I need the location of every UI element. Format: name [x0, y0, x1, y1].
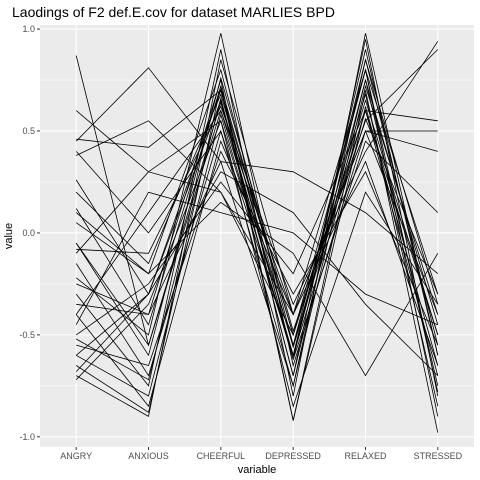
series-line [75, 86, 439, 413]
x-tick-label: RELAXED [344, 451, 387, 461]
y-tick-label: 0.5 [22, 126, 35, 136]
series-line [75, 33, 439, 368]
series-line [76, 161, 439, 315]
series-line [75, 59, 439, 388]
series-line [75, 58, 439, 377]
y-axis: -1.0 -0.5 0.0 0.5 1.0 [19, 24, 40, 442]
y-tick-label: 1.0 [22, 24, 35, 34]
y-tick-label: -0.5 [19, 330, 35, 340]
x-tick-label: ANXIOUS [128, 451, 169, 461]
series-line [75, 84, 439, 388]
series-line [75, 130, 438, 316]
series-line [75, 69, 439, 417]
y-tick-label: 0.0 [22, 228, 35, 238]
series-lines [75, 33, 439, 433]
series-line [76, 41, 439, 306]
series-line [76, 113, 439, 397]
series-line [75, 119, 439, 408]
series-line [75, 68, 439, 347]
series-line [76, 150, 439, 366]
x-tick-label: ANGRY [60, 451, 92, 461]
x-tick-label: DEPRESSED [265, 451, 321, 461]
series-line [75, 171, 439, 376]
x-tick-label: STRESSED [414, 451, 463, 461]
y-axis-title: value [3, 223, 15, 249]
series-line [75, 101, 439, 357]
series-line [76, 78, 439, 421]
x-tick-label: CHEERFUL [197, 451, 246, 461]
x-axis-title: variable [238, 464, 277, 476]
x-axis: ANGRY ANXIOUS CHEERFUL DEPRESSED RELAXED STRE… [60, 447, 463, 461]
chart-title: Laodings of F2 def.E.cov for dataset MAR… [12, 4, 335, 20]
y-tick-label: -1.0 [19, 432, 35, 442]
